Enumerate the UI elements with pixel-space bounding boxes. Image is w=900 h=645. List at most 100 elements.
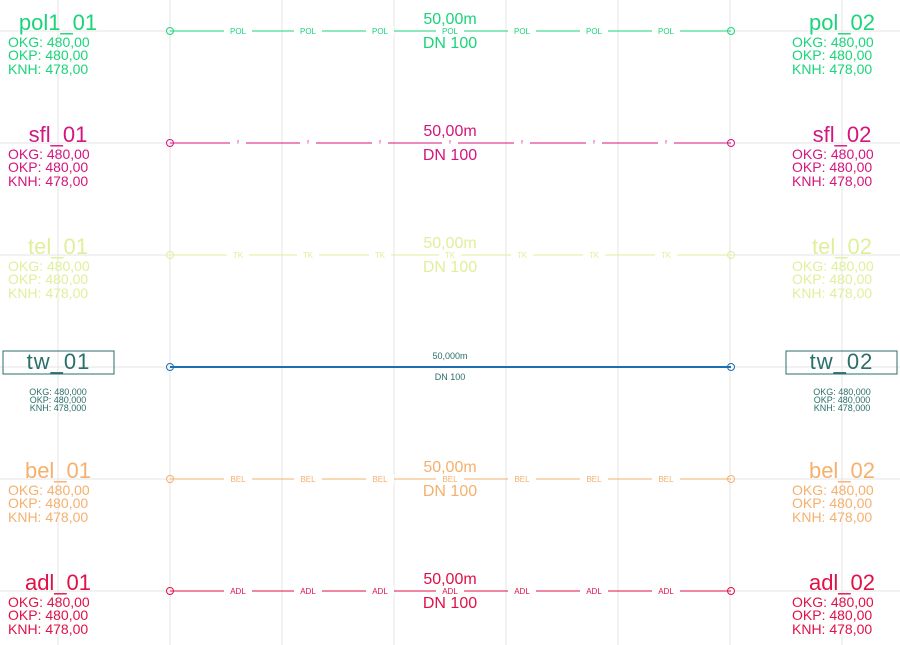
line-label-gap	[297, 250, 319, 260]
line-type-label: TK	[375, 251, 386, 260]
line-label-gap	[230, 138, 246, 148]
line-type-label: ᶠ	[449, 139, 451, 148]
node-end-marker[interactable]	[727, 139, 735, 147]
line-type-label: ADL	[658, 587, 674, 596]
node-end-marker[interactable]	[727, 587, 735, 595]
node-end-marker[interactable]	[727, 363, 735, 371]
line-type-label: POL	[372, 27, 389, 36]
line-type-label: POL	[514, 27, 531, 36]
node-okp: OKP: 480,00	[792, 47, 872, 63]
node-start-marker[interactable]	[166, 27, 174, 35]
node-okg: OKG: 480,00	[792, 146, 874, 162]
node-okg: OKG: 480,000	[813, 387, 871, 397]
line-type-label: POL	[300, 27, 317, 36]
node-knh: KNH: 478,00	[8, 621, 88, 637]
line-type-label: POL	[230, 27, 247, 36]
node-name: bel_02	[809, 458, 875, 483]
line-label-gap	[652, 26, 680, 36]
node-end-marker[interactable]	[727, 27, 735, 35]
node-end-marker[interactable]	[727, 251, 735, 259]
pipe-length-label: 50,00m	[423, 235, 476, 252]
node-start-marker[interactable]	[166, 363, 174, 371]
line-type-label: ADL	[586, 587, 602, 596]
node-name: adl_01	[25, 570, 91, 595]
line-label-gap	[580, 586, 608, 596]
line-label-gap	[583, 250, 605, 260]
line-label-gap	[227, 250, 249, 260]
line-label-gap	[300, 138, 316, 148]
node-knh: KNH: 478,00	[792, 509, 872, 525]
node-name: sfl_02	[813, 122, 872, 147]
node-knh: KNH: 478,00	[792, 621, 872, 637]
pipe-diameter-label: DN 100	[423, 147, 477, 164]
line-label-gap	[294, 26, 322, 36]
pipe-length-label: 50,00m	[423, 459, 476, 476]
node-okp: OKP: 480,00	[8, 607, 88, 623]
node-knh: KNH: 478,00	[792, 61, 872, 77]
line-type-label: ᶠ	[307, 139, 309, 148]
node-start-marker[interactable]	[166, 139, 174, 147]
node-okg: OKG: 480,00	[792, 34, 874, 50]
line-label-gap	[652, 586, 680, 596]
line-label-gap	[294, 586, 322, 596]
line-label-gap	[580, 26, 608, 36]
line-label-gap	[514, 138, 530, 148]
node-start-marker[interactable]	[166, 475, 174, 483]
line-label-gap	[436, 586, 464, 596]
node-okp: OKP: 480,00	[8, 271, 88, 287]
line-label-gap	[658, 138, 674, 148]
line-type-label: BEL	[658, 475, 674, 484]
line-type-label: BEL	[300, 475, 316, 484]
node-start-marker[interactable]	[166, 587, 174, 595]
line-label-gap	[511, 250, 533, 260]
node-knh: KNH: 478,00	[8, 285, 88, 301]
line-type-label: ᶠ	[379, 139, 381, 148]
node-okg: OKG: 480,00	[8, 594, 90, 610]
node-knh: KNH: 478,00	[792, 173, 872, 189]
pipe-length-label: 50,000m	[432, 351, 467, 361]
node-end-marker[interactable]	[727, 475, 735, 483]
node-name-box	[2, 350, 115, 375]
line-label-gap	[436, 474, 464, 484]
line-label-gap	[655, 250, 677, 260]
line-type-label: TK	[445, 251, 456, 260]
line-label-gap	[508, 474, 536, 484]
line-type-label: ADL	[372, 587, 388, 596]
node-okp: OKP: 480,000	[30, 395, 87, 405]
line-type-label: ᶠ	[521, 139, 523, 148]
pipe-diameter-label: DN 100	[435, 372, 466, 382]
line-type-label: ᶠ	[593, 139, 595, 148]
node-start-marker[interactable]	[166, 251, 174, 259]
line-label-gap	[366, 586, 394, 596]
node-name: tel_01	[28, 234, 88, 259]
line-label-gap	[586, 138, 602, 148]
node-name: pol_02	[809, 10, 875, 35]
line-label-gap	[580, 474, 608, 484]
node-okp: OKP: 480,00	[792, 607, 872, 623]
node-okp: OKP: 480,00	[8, 495, 88, 511]
node-knh: KNH: 478,00	[8, 509, 88, 525]
line-type-label: ᶠ	[237, 139, 239, 148]
line-type-label: ADL	[230, 587, 246, 596]
node-okg: OKG: 480,00	[8, 146, 90, 162]
